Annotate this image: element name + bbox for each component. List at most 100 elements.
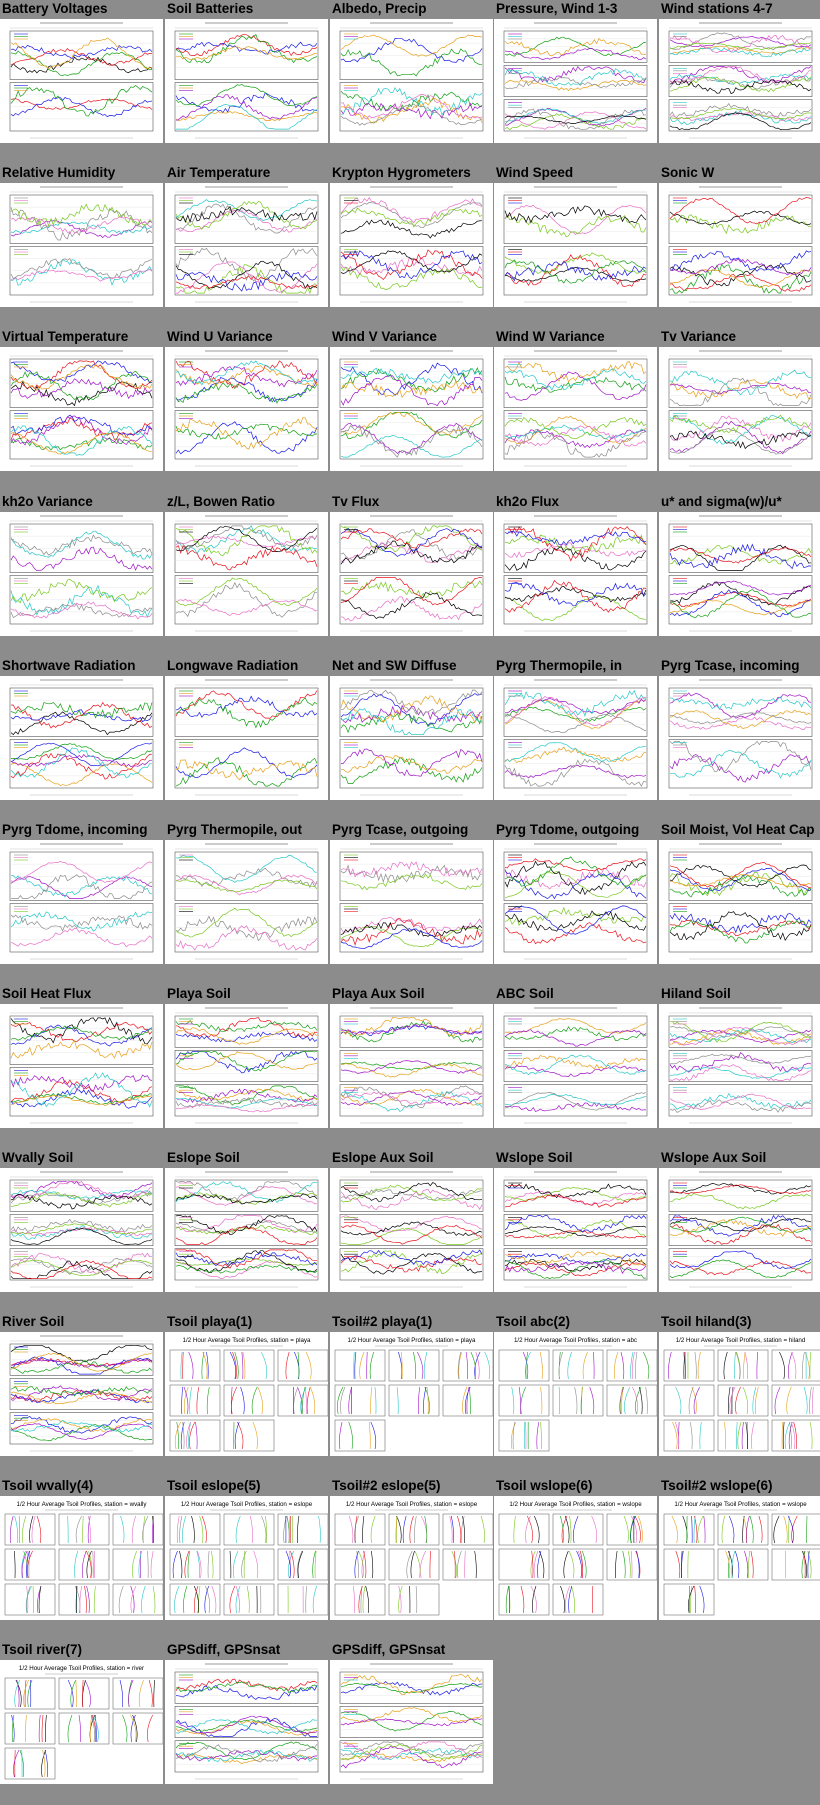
plot-image[interactable] (494, 1004, 657, 1128)
thumbnail-title[interactable]: Tsoil eslope(5) (167, 1477, 330, 1494)
thumbnail-title[interactable]: Air Temperature (167, 164, 330, 181)
thumbnail-kh2o-variance[interactable]: kh2o Variance (0, 493, 165, 657)
thumbnail-title[interactable]: Wind stations 4-7 (661, 0, 820, 17)
thumbnail-title[interactable]: kh2o Flux (496, 493, 659, 510)
thumbnail-soil-heat-flux[interactable]: Soil Heat Flux (0, 985, 165, 1149)
thumbnail-title[interactable]: Tsoil playa(1) (167, 1313, 330, 1330)
plot-image[interactable] (0, 840, 163, 964)
thumbnail-river-soil[interactable]: River Soil (0, 1313, 165, 1477)
thumbnail-title[interactable]: Sonic W (661, 164, 820, 181)
plot-image[interactable] (165, 19, 328, 143)
plot-image[interactable] (494, 840, 657, 964)
thumbnail-title[interactable]: Battery Voltages (2, 0, 165, 17)
thumbnail-wind-speed[interactable]: Wind Speed (494, 164, 659, 328)
plot-image[interactable] (0, 19, 163, 143)
thumbnail-title[interactable]: Tsoil#2 playa(1) (332, 1313, 495, 1330)
thumbnail-title[interactable]: Longwave Radiation (167, 657, 330, 674)
plot-image[interactable] (659, 1004, 820, 1128)
thumbnail-title[interactable]: Tv Variance (661, 328, 820, 345)
plot-image[interactable] (659, 19, 820, 143)
thumbnail-title[interactable]: Pressure, Wind 1-3 (496, 0, 659, 17)
thumbnail-title[interactable]: Tsoil wvally(4) (2, 1477, 165, 1494)
thumbnail-title[interactable]: Playa Aux Soil (332, 985, 495, 1002)
thumbnail-title[interactable]: u* and sigma(w)/u* (661, 493, 820, 510)
thumbnail-title[interactable]: Eslope Aux Soil (332, 1149, 495, 1166)
plot-image[interactable]: 1/2 Hour Average Tsoil Profiles, station… (330, 1332, 493, 1456)
plot-image[interactable] (0, 676, 163, 800)
plot-image[interactable] (330, 183, 493, 307)
plot-image[interactable] (494, 347, 657, 471)
plot-image[interactable] (659, 676, 820, 800)
plot-image[interactable] (0, 347, 163, 471)
thumbnail-virtual-temperature[interactable]: Virtual Temperature (0, 328, 165, 492)
thumbnail-tv-variance[interactable]: Tv Variance (659, 328, 820, 492)
thumbnail-wind-w-variance[interactable]: Wind W Variance (494, 328, 659, 492)
plot-image[interactable] (659, 347, 820, 471)
thumbnail-gpsdiff-gpsnsat[interactable]: GPSdiff, GPSnsat (165, 1641, 330, 1805)
thumbnail-hiland-soil[interactable]: Hiland Soil (659, 985, 820, 1149)
thumbnail-title[interactable]: River Soil (2, 1313, 165, 1330)
thumbnail-title[interactable]: Eslope Soil (167, 1149, 330, 1166)
thumbnail-tv-flux[interactable]: Tv Flux (330, 493, 495, 657)
thumbnail-abc-soil[interactable]: ABC Soil (494, 985, 659, 1149)
plot-image[interactable] (330, 676, 493, 800)
thumbnail-z-l-bowen-ratio[interactable]: z/L, Bowen Ratio (165, 493, 330, 657)
thumbnail-title[interactable]: Tsoil river(7) (2, 1641, 165, 1658)
thumbnail-eslope-aux-soil[interactable]: Eslope Aux Soil (330, 1149, 495, 1313)
plot-image[interactable] (165, 347, 328, 471)
plot-image[interactable] (494, 183, 657, 307)
plot-image[interactable]: 1/2 Hour Average Tsoil Profiles, station… (0, 1496, 163, 1620)
thumbnail-tsoil-2-wslope-6[interactable]: Tsoil#2 wslope(6)1/2 Hour Average Tsoil … (659, 1477, 820, 1641)
thumbnail-tsoil-2-playa-1[interactable]: Tsoil#2 playa(1) 1/2 Hour Average Tsoil P… (330, 1313, 495, 1477)
thumbnail-sonic-w[interactable]: Sonic W (659, 164, 820, 328)
thumbnail-title[interactable]: Soil Heat Flux (2, 985, 165, 1002)
thumbnail-tsoil-playa-1[interactable]: Tsoil playa(1) 1/2 Hour Average Tsoil Pro… (165, 1313, 330, 1477)
plot-image[interactable] (165, 183, 328, 307)
plot-image[interactable] (330, 1660, 493, 1784)
thumbnail-title[interactable]: Soil Moist, Vol Heat Cap (661, 821, 820, 838)
plot-image[interactable]: 1/2 Hour Average Tsoil Profiles, station… (659, 1496, 820, 1620)
thumbnail-title[interactable]: Pyrg Thermopile, in (496, 657, 659, 674)
thumbnail-pressure-wind-1-3[interactable]: Pressure, Wind 1-3 (494, 0, 659, 164)
thumbnail-title[interactable]: Pyrg Tdome, incoming (2, 821, 165, 838)
plot-image[interactable] (165, 1004, 328, 1128)
thumbnail-wvally-soil[interactable]: Wvally Soil (0, 1149, 165, 1313)
plot-image[interactable] (0, 512, 163, 636)
plot-image[interactable]: 1/2 Hour Average Tsoil Profiles, station… (330, 1496, 493, 1620)
plot-image[interactable] (659, 183, 820, 307)
plot-image[interactable] (659, 1168, 820, 1292)
thumbnail-title[interactable]: Wslope Aux Soil (661, 1149, 820, 1166)
plot-image[interactable]: 1/2 Hour Average Tsoil Profiles, station… (165, 1332, 328, 1456)
thumbnail-pyrg-tdome-incoming[interactable]: Pyrg Tdome, incoming (0, 821, 165, 985)
thumbnail-title[interactable]: Wind Speed (496, 164, 659, 181)
plot-image[interactable] (330, 19, 493, 143)
plot-image[interactable]: 1/2 Hour Average Tsoil Profiles, station… (659, 1332, 820, 1456)
plot-image[interactable]: 1/2 Hour Average Tsoil Profiles, station… (165, 1496, 328, 1620)
thumbnail-title[interactable]: Wvally Soil (2, 1149, 165, 1166)
thumbnail-playa-soil[interactable]: Playa Soil (165, 985, 330, 1149)
plot-image[interactable] (0, 1332, 163, 1456)
thumbnail-tsoil-wslope-6[interactable]: Tsoil wslope(6)1/2 Hour Average Tsoil Pr… (494, 1477, 659, 1641)
thumbnail-title[interactable]: Tsoil wslope(6) (496, 1477, 659, 1494)
thumbnail-title[interactable]: Albedo, Precip (332, 0, 495, 17)
thumbnail-kh2o-flux[interactable]: kh2o Flux (494, 493, 659, 657)
thumbnail-wind-stations-4-7[interactable]: Wind stations 4-7 (659, 0, 820, 164)
plot-image[interactable] (0, 183, 163, 307)
thumbnail-title[interactable]: Pyrg Tdome, outgoing (496, 821, 659, 838)
thumbnail-title[interactable]: Wslope Soil (496, 1149, 659, 1166)
thumbnail-battery-voltages[interactable]: Battery Voltages (0, 0, 165, 164)
thumbnail-wslope-aux-soil[interactable]: Wslope Aux Soil (659, 1149, 820, 1313)
thumbnail-title[interactable]: Net and SW Diffuse (332, 657, 495, 674)
thumbnail-title[interactable]: ABC Soil (496, 985, 659, 1002)
thumbnail-tsoil-2-eslope-5[interactable]: Tsoil#2 eslope(5)1/2 Hour Average Tsoil … (330, 1477, 495, 1641)
thumbnail-wind-v-variance[interactable]: Wind V Variance (330, 328, 495, 492)
thumbnail-albedo-precip[interactable]: Albedo, Precip (330, 0, 495, 164)
plot-image[interactable]: 1/2 Hour Average Tsoil Profiles, station… (0, 1660, 163, 1784)
thumbnail-wslope-soil[interactable]: Wslope Soil (494, 1149, 659, 1313)
thumbnail-title[interactable]: Tsoil abc(2) (496, 1313, 659, 1330)
thumbnail-tsoil-wvally-4[interactable]: Tsoil wvally(4) 1/2 Hour Average Tsoil Pr… (0, 1477, 165, 1641)
plot-image[interactable] (330, 512, 493, 636)
plot-image[interactable] (494, 676, 657, 800)
thumbnail-krypton-hygrometers[interactable]: Krypton Hygrometers (330, 164, 495, 328)
plot-image[interactable] (165, 676, 328, 800)
